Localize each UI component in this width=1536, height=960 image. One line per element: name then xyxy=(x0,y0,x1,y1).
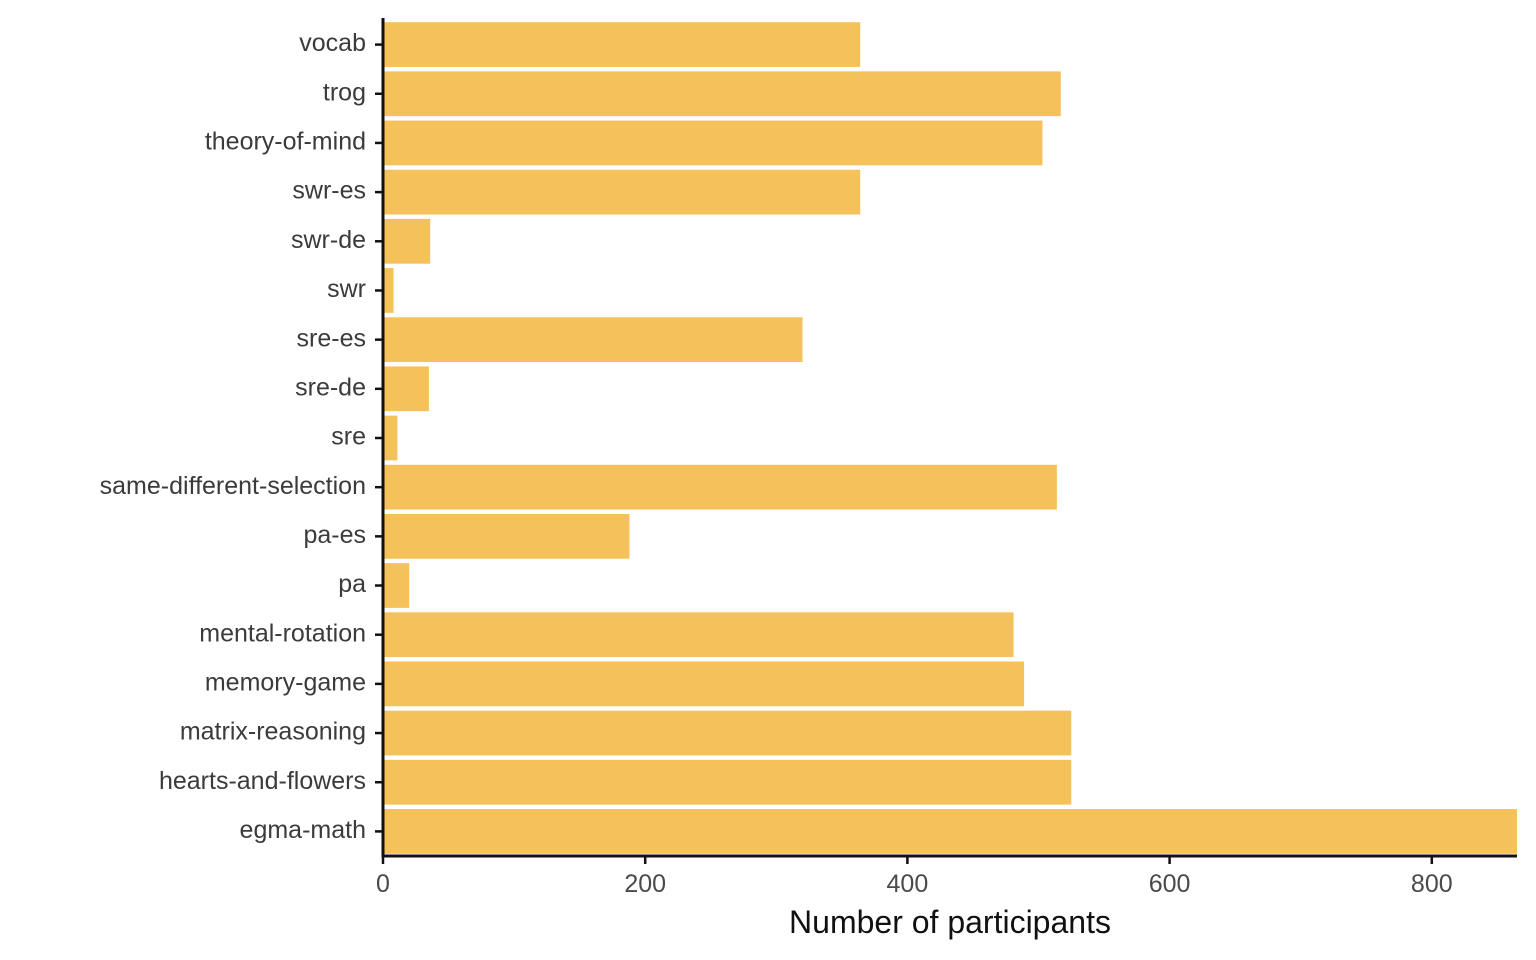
bar-sre-de xyxy=(383,366,429,412)
y-tick-label: sre xyxy=(331,423,366,451)
bar-theory-of-mind xyxy=(383,120,1043,166)
bar-matrix-reasoning xyxy=(383,710,1072,756)
y-tick-label: pa-es xyxy=(303,521,366,549)
x-tick-label: 0 xyxy=(376,870,390,898)
bar-pa-es xyxy=(383,513,630,559)
y-axis: vocab trog theory-of-mind swr-es swr-de swr sr… xyxy=(100,18,385,857)
bar-trog xyxy=(383,71,1061,117)
y-tick-label: swr-de xyxy=(291,226,366,254)
bar-swr xyxy=(383,268,394,313)
bars-group xyxy=(383,22,1517,854)
bar-memory-game xyxy=(383,661,1025,707)
x-tick-label: 800 xyxy=(1411,870,1453,898)
x-tick-label: 200 xyxy=(624,870,666,898)
y-tick-label: theory-of-mind xyxy=(205,128,366,156)
bar-vocab xyxy=(383,22,861,67)
y-tick-label: vocab xyxy=(299,29,366,57)
bar-pa xyxy=(383,563,410,608)
x-axis-title: Number of participants xyxy=(789,904,1111,940)
y-tick-label: pa xyxy=(338,570,366,598)
y-tick-label: swr xyxy=(327,275,366,303)
y-tick-label: matrix-reasoning xyxy=(180,718,366,746)
y-tick-label: sre-de xyxy=(295,373,366,401)
y-tick-label: swr-es xyxy=(292,177,366,205)
y-tick-label: sre-es xyxy=(297,324,366,352)
bar-same-different-selection xyxy=(383,464,1057,510)
y-tick-label: same-different-selection xyxy=(100,472,366,500)
y-tick-label: hearts-and-flowers xyxy=(159,767,366,795)
bar-swr-es xyxy=(383,169,861,215)
x-tick-label: 600 xyxy=(1149,870,1191,898)
bar-mental-rotation xyxy=(383,612,1014,658)
y-tick-label: memory-game xyxy=(205,668,366,696)
bar-swr-de xyxy=(383,218,431,264)
bar-sre xyxy=(383,415,398,461)
y-tick-label: trog xyxy=(323,78,366,106)
bar-hearts-and-flowers xyxy=(383,759,1072,805)
bar-egma-math xyxy=(383,809,1517,854)
y-tick-label: egma-math xyxy=(240,816,366,844)
bar-sre-es xyxy=(383,317,803,363)
x-axis: 0 200 400 600 800 xyxy=(376,854,1517,898)
x-tick-label: 400 xyxy=(887,870,929,898)
y-tick-label: mental-rotation xyxy=(199,619,366,647)
